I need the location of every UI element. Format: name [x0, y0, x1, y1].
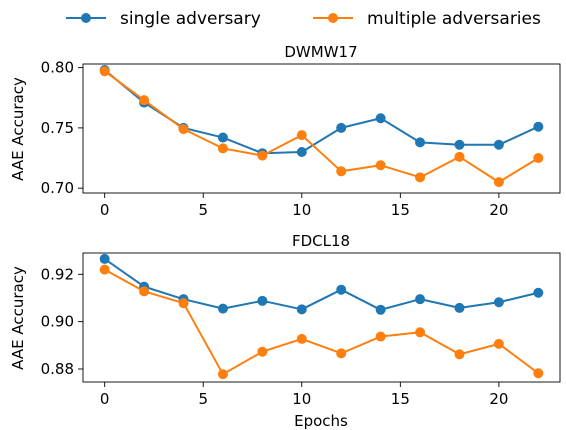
x-tick-label: 5	[198, 201, 208, 219]
data-point-multiple-adversaries	[375, 331, 386, 342]
x-tick-label: 20	[489, 390, 508, 408]
legend: single adversary multiple adversaries	[66, 9, 541, 29]
data-point-single-adversary	[336, 122, 347, 133]
panel-title: DWMW17	[284, 43, 357, 61]
data-point-multiple-adversaries	[454, 151, 465, 162]
data-point-single-adversary	[375, 113, 386, 124]
x-tick-label: 5	[198, 390, 208, 408]
panel-title: FDCL18	[292, 232, 350, 250]
series-line-multiple-adversaries	[103, 268, 540, 376]
x-tick-label: 0	[100, 201, 110, 219]
data-point-single-adversary	[296, 304, 307, 315]
data-point-multiple-adversaries	[217, 369, 228, 380]
plot-frame	[82, 63, 561, 194]
data-point-single-adversary	[257, 295, 268, 306]
data-point-multiple-adversaries	[493, 338, 504, 349]
x-tick-label: 10	[292, 201, 311, 219]
data-point-multiple-adversaries	[217, 143, 228, 154]
y-axis-title: AAE Accuracy	[9, 266, 27, 370]
data-point-multiple-adversaries	[257, 346, 268, 357]
data-point-multiple-adversaries	[533, 153, 544, 164]
y-tick-label: 0.90	[41, 313, 74, 331]
data-point-multiple-adversaries	[336, 348, 347, 359]
panel-fdcl18: FDCL18 AAE Accuracy Epochs 0 5 10 15 20 0.88 0…	[9, 232, 561, 430]
data-point-single-adversary	[217, 303, 228, 314]
data-point-multiple-adversaries	[99, 264, 110, 275]
data-point-single-adversary	[217, 132, 228, 143]
data-point-multiple-adversaries	[336, 166, 347, 177]
data-point-multiple-adversaries	[493, 177, 504, 188]
data-point-single-adversary	[99, 253, 110, 264]
data-point-single-adversary	[533, 287, 544, 298]
data-point-single-adversary	[454, 302, 465, 313]
data-point-multiple-adversaries	[375, 160, 386, 171]
data-point-multiple-adversaries	[139, 95, 150, 106]
data-point-multiple-adversaries	[415, 327, 426, 338]
data-point-multiple-adversaries	[178, 124, 189, 135]
data-point-single-adversary	[296, 147, 307, 158]
data-point-multiple-adversaries	[99, 66, 110, 77]
series-line-single-adversary	[103, 257, 540, 311]
x-tick-label: 20	[489, 201, 508, 219]
y-axis-title: AAE Accuracy	[9, 77, 27, 181]
legend-single-label: single adversary	[120, 9, 261, 29]
series-line-multiple-adversaries	[103, 70, 540, 184]
x-tick-label: 0	[100, 390, 110, 408]
plot-frame	[82, 252, 561, 383]
data-point-multiple-adversaries	[296, 130, 307, 141]
data-point-single-adversary	[415, 137, 426, 148]
data-point-multiple-adversaries	[533, 368, 544, 379]
data-point-single-adversary	[493, 297, 504, 308]
y-tick-label: 0.75	[41, 119, 74, 137]
data-point-multiple-adversaries	[415, 172, 426, 183]
data-point-single-adversary	[454, 139, 465, 150]
legend-single-marker	[81, 13, 91, 23]
x-tick-label: 15	[391, 201, 410, 219]
x-tick-label: 15	[391, 390, 410, 408]
x-tick-label: 10	[292, 390, 311, 408]
legend-multiple-label: multiple adversaries	[367, 9, 541, 29]
y-tick-label: 0.70	[41, 179, 74, 197]
data-point-single-adversary	[533, 121, 544, 132]
data-point-multiple-adversaries	[257, 150, 268, 161]
y-tick-label: 0.88	[41, 360, 74, 378]
y-tick-label: 0.80	[41, 59, 74, 77]
data-point-multiple-adversaries	[178, 298, 189, 309]
y-tick-label: 0.92	[41, 265, 74, 283]
data-point-multiple-adversaries	[139, 286, 150, 297]
data-point-multiple-adversaries	[454, 349, 465, 360]
data-point-multiple-adversaries	[296, 333, 307, 344]
data-point-single-adversary	[415, 294, 426, 305]
x-axis-title: Epochs	[294, 412, 348, 430]
data-point-single-adversary	[375, 304, 386, 315]
panel-dwmw17: DWMW17 AAE Accuracy 0 5 10 15 20 0.70 0.75 0.80	[9, 43, 561, 219]
series-line-single-adversary	[103, 69, 540, 155]
legend-multiple-marker	[328, 13, 338, 23]
data-point-single-adversary	[493, 139, 504, 150]
data-point-single-adversary	[336, 284, 347, 295]
